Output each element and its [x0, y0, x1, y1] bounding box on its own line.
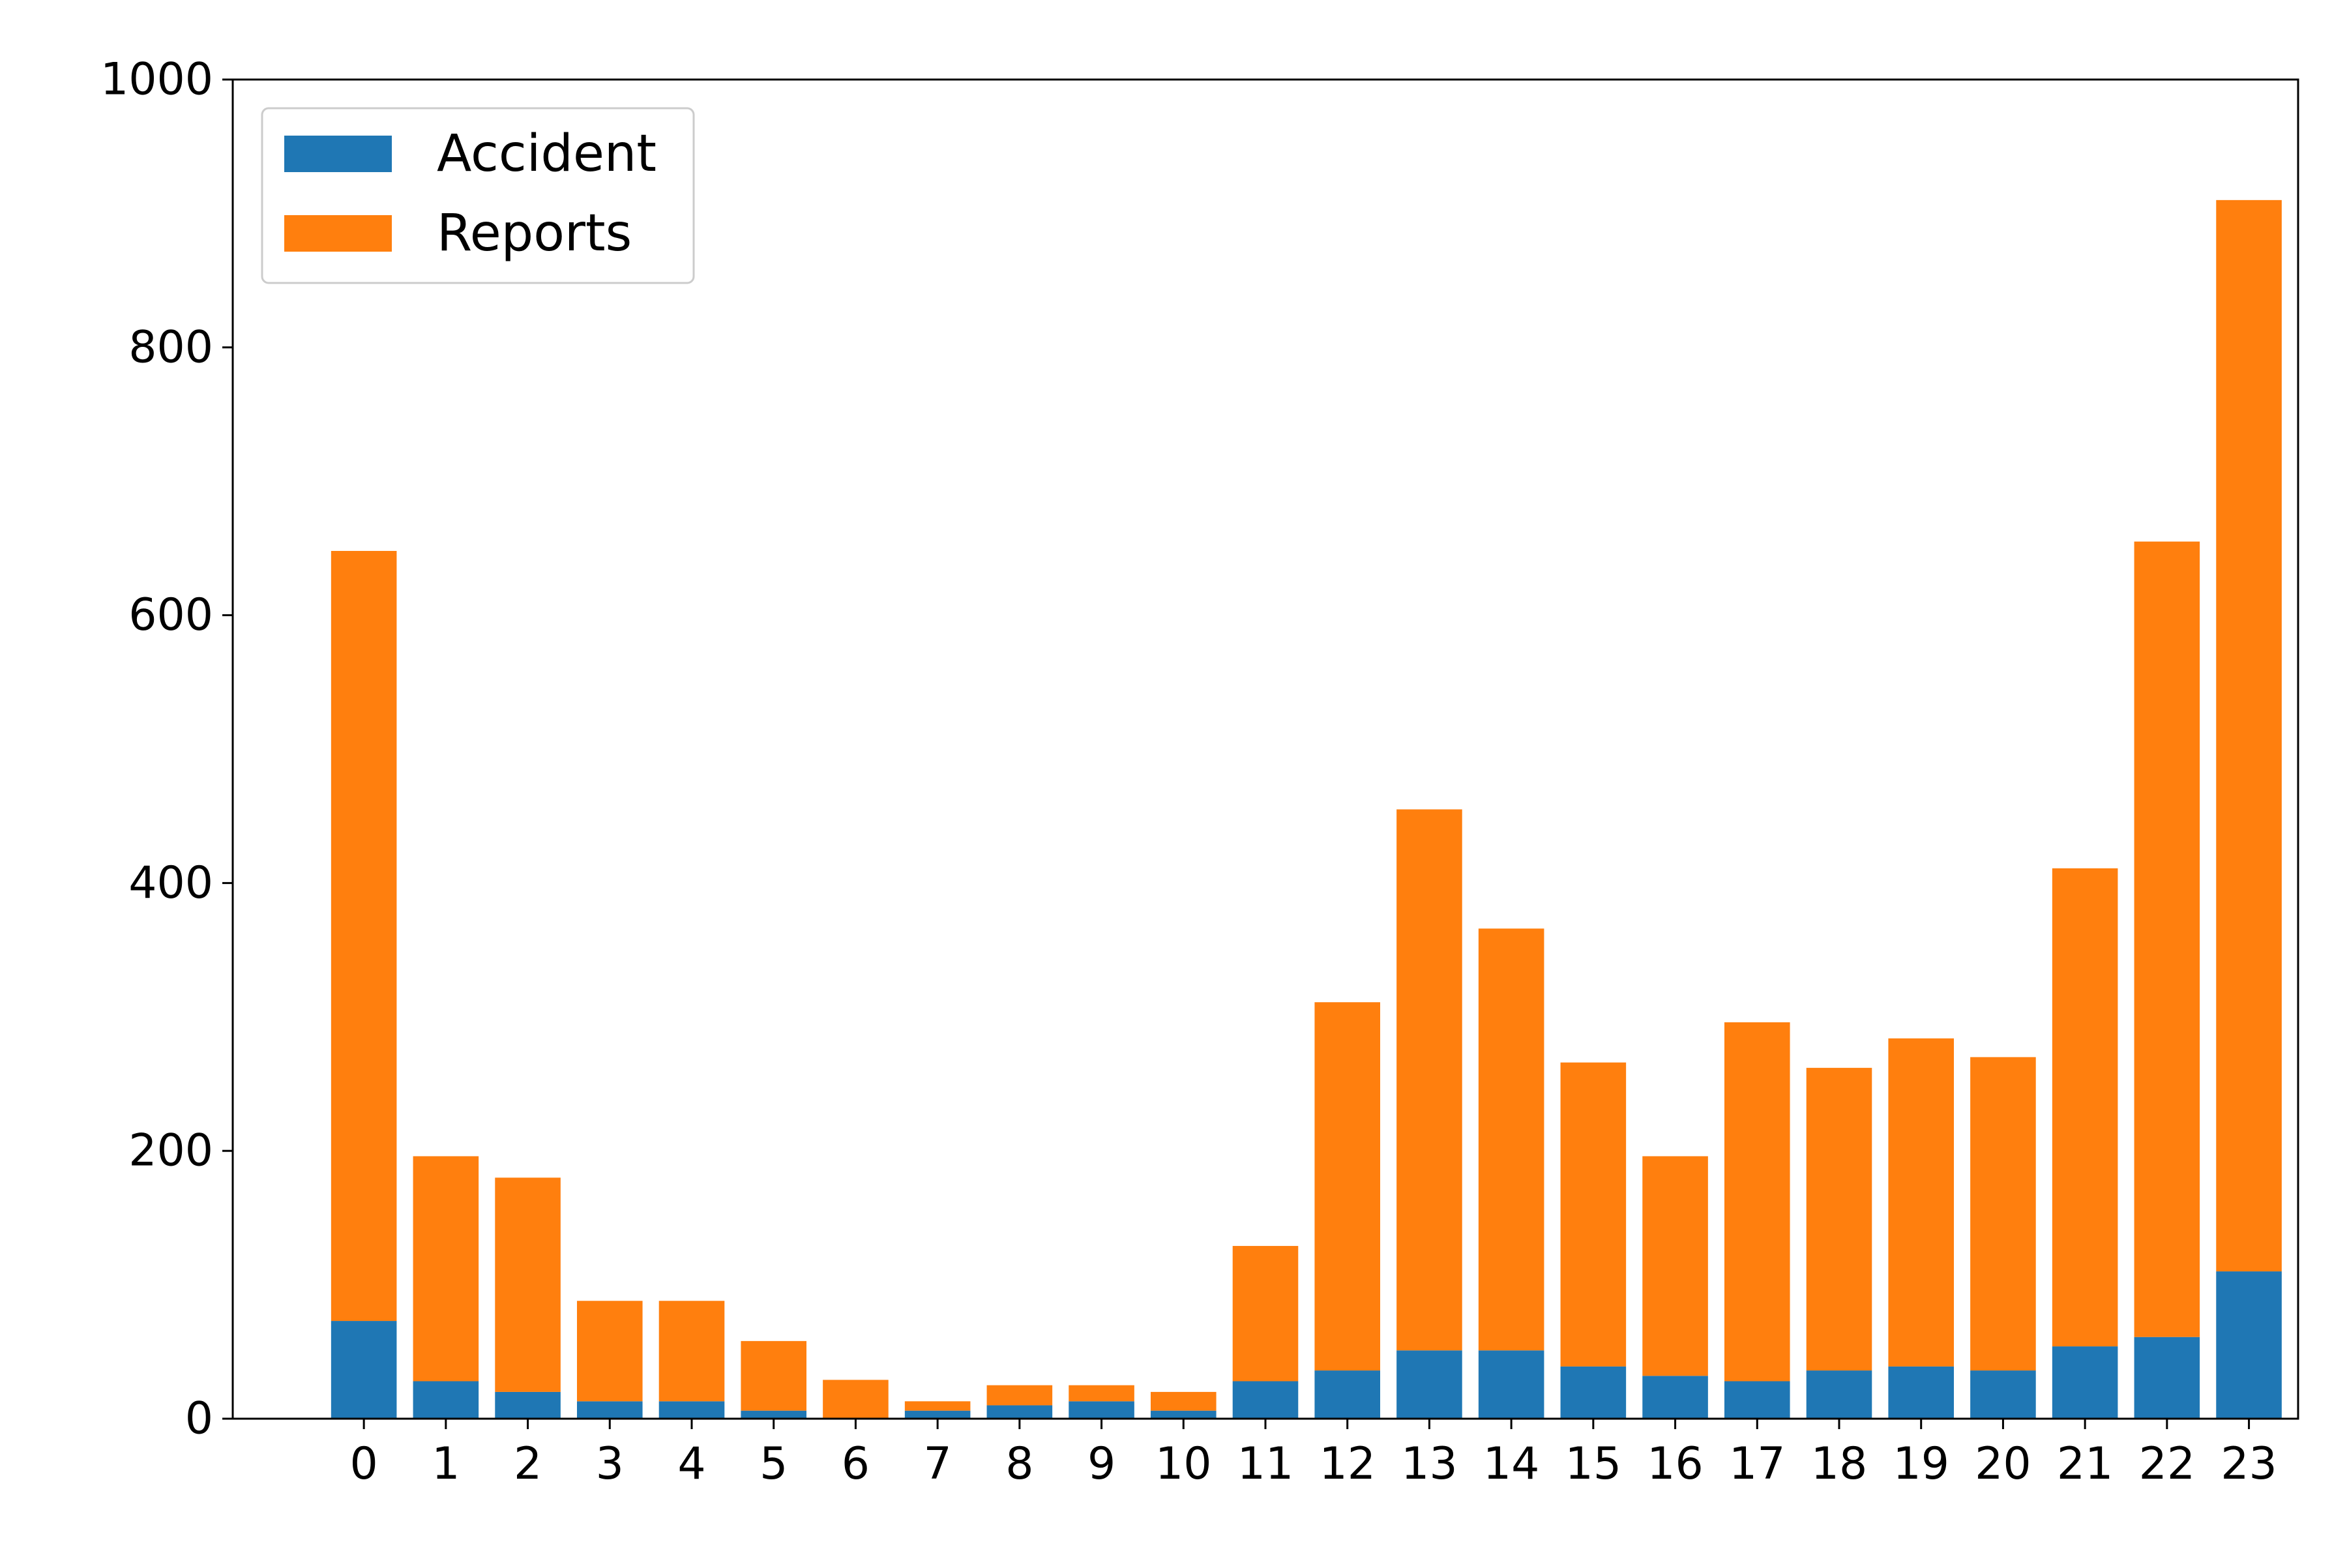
x-tick-label: 15: [1565, 1438, 1622, 1490]
bar-reports-17: [1724, 1022, 1790, 1382]
bar-accident-21: [2052, 1346, 2118, 1419]
x-tick-label: 0: [350, 1438, 378, 1490]
bar-accident-10: [1151, 1410, 1217, 1419]
bar-reports-14: [1478, 928, 1544, 1351]
bar-accident-3: [577, 1401, 643, 1419]
x-tick-label: 9: [1087, 1438, 1115, 1490]
x-tick-label: 12: [1319, 1438, 1376, 1490]
bar-reports-12: [1314, 1002, 1380, 1371]
bar-accident-2: [495, 1391, 561, 1419]
bar-accident-1: [413, 1381, 479, 1419]
bar-accident-23: [2216, 1271, 2282, 1419]
legend-label-reports: Reports: [437, 204, 632, 263]
bar-reports-6: [823, 1380, 889, 1419]
bar-reports-3: [577, 1301, 643, 1402]
bar-accident-12: [1314, 1370, 1380, 1419]
bar-reports-16: [1642, 1156, 1708, 1376]
legend-swatch-accident: [284, 136, 392, 172]
bar-reports-15: [1560, 1062, 1627, 1367]
y-tick-label: 200: [128, 1125, 213, 1177]
bar-reports-20: [1970, 1057, 2036, 1371]
bar-reports-9: [1069, 1385, 1134, 1402]
bar-reports-18: [1806, 1067, 1872, 1371]
x-tick-label: 14: [1483, 1438, 1540, 1490]
x-tick-label: 19: [1893, 1438, 1949, 1490]
x-tick-label: 1: [432, 1438, 460, 1490]
bar-accident-19: [1888, 1366, 1954, 1419]
x-tick-label: 7: [924, 1438, 952, 1490]
bar-accident-4: [658, 1401, 725, 1419]
bar-reports-22: [2134, 541, 2200, 1337]
y-tick-label: 1000: [100, 54, 213, 106]
legend: Accident Reports: [261, 107, 695, 284]
legend-label-accident: Accident: [437, 125, 657, 183]
x-tick-label: 8: [1005, 1438, 1033, 1490]
x-tick-label: 2: [514, 1438, 542, 1490]
x-tick-label: 21: [2057, 1438, 2114, 1490]
bar-accident-20: [1970, 1370, 2036, 1419]
x-tick-label: 20: [1975, 1438, 2031, 1490]
bar-reports-13: [1396, 809, 1462, 1351]
x-tick-label: 18: [1811, 1438, 1868, 1490]
x-tick-label: 6: [842, 1438, 870, 1490]
bar-reports-7: [904, 1401, 971, 1411]
bar-accident-5: [741, 1410, 806, 1419]
y-tick-label: 800: [128, 321, 213, 373]
bar-accident-17: [1724, 1381, 1790, 1419]
bar-accident-11: [1232, 1381, 1299, 1419]
bar-accident-15: [1560, 1366, 1627, 1419]
x-tick-label: 4: [677, 1438, 705, 1490]
x-tick-label: 10: [1155, 1438, 1212, 1490]
x-tick-label: 13: [1401, 1438, 1458, 1490]
bar-reports-1: [413, 1156, 479, 1382]
bar-accident-0: [331, 1321, 397, 1419]
y-tick-label: 600: [128, 589, 213, 641]
bar-reports-2: [495, 1177, 561, 1392]
x-tick-label: 11: [1237, 1438, 1294, 1490]
x-tick-label: 22: [2139, 1438, 2196, 1490]
bar-reports-23: [2216, 200, 2282, 1272]
bar-reports-11: [1232, 1246, 1299, 1382]
bar-accident-16: [1642, 1376, 1708, 1419]
x-tick-label: 17: [1729, 1438, 1786, 1490]
bar-accident-13: [1396, 1350, 1462, 1419]
bar-reports-4: [658, 1301, 725, 1402]
x-tick-label: 5: [760, 1438, 788, 1490]
bar-accident-8: [986, 1405, 1053, 1419]
bar-reports-8: [986, 1385, 1053, 1406]
bar-accident-9: [1069, 1401, 1134, 1419]
bar-reports-10: [1151, 1391, 1217, 1411]
bar-reports-5: [741, 1340, 806, 1411]
bar-reports-0: [331, 551, 397, 1322]
bars-layer: [331, 200, 2282, 1419]
bar-reports-21: [2052, 868, 2118, 1347]
bar-accident-22: [2134, 1337, 2200, 1419]
x-tick-label: 3: [596, 1438, 624, 1490]
x-tick-label: 23: [2221, 1438, 2277, 1490]
legend-swatch-reports: [284, 215, 392, 252]
x-tick-label: 16: [1647, 1438, 1704, 1490]
bar-accident-18: [1806, 1370, 1872, 1419]
y-tick-label: 400: [128, 857, 213, 909]
bar-accident-14: [1478, 1350, 1544, 1419]
bar-accident-7: [904, 1410, 971, 1419]
bar-reports-19: [1888, 1038, 1954, 1367]
y-tick-label: 0: [185, 1393, 213, 1445]
